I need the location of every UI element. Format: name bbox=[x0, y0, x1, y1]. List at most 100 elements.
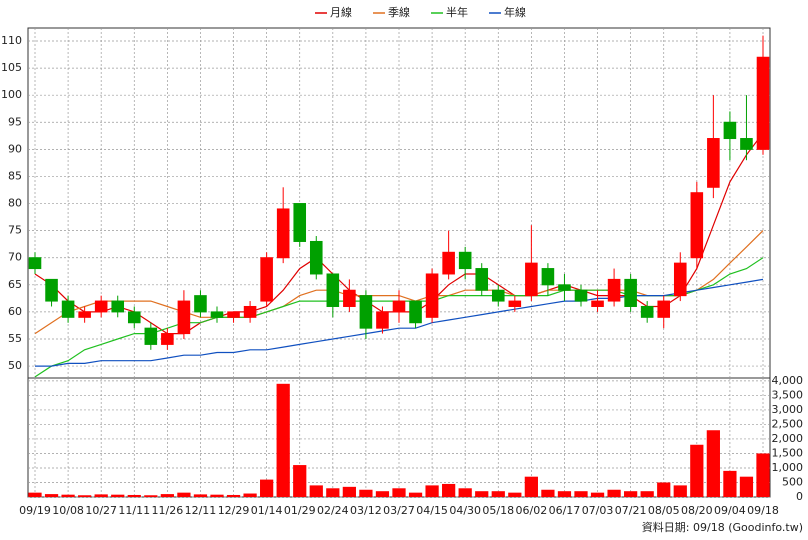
volume-bar bbox=[375, 491, 390, 497]
candle-body bbox=[640, 305, 654, 318]
candle-body bbox=[45, 278, 58, 302]
y-tick-label: 110 bbox=[1, 34, 22, 47]
candle-body bbox=[574, 289, 588, 302]
legend-label: 半年 bbox=[446, 5, 468, 19]
volume-bar bbox=[28, 492, 42, 497]
volume-bar bbox=[640, 491, 654, 497]
x-tick-label: 12/11 bbox=[185, 504, 217, 517]
candle-body bbox=[376, 311, 389, 329]
x-tick-label: 01/29 bbox=[284, 504, 316, 517]
candle-body bbox=[359, 295, 373, 329]
volume-bar bbox=[309, 485, 323, 497]
candle-body bbox=[425, 273, 439, 318]
volume-bar bbox=[177, 492, 191, 497]
y-tick-label: 55 bbox=[8, 332, 22, 345]
y-tick-label: 60 bbox=[8, 305, 22, 318]
volume-bar bbox=[673, 485, 687, 497]
y-tick-label: 90 bbox=[8, 142, 22, 155]
y-tick-label: 65 bbox=[8, 278, 22, 291]
volume-bar bbox=[723, 470, 737, 497]
x-tick-label: 03/12 bbox=[350, 504, 382, 517]
volume-tick-label: 500 bbox=[782, 475, 803, 488]
candle-body bbox=[558, 284, 571, 291]
volume-bar bbox=[657, 482, 671, 497]
volume-bar bbox=[706, 430, 720, 497]
y-tick-label: 95 bbox=[8, 115, 22, 128]
candle-body bbox=[78, 311, 91, 318]
volume-bar bbox=[392, 488, 406, 497]
candle-body bbox=[508, 300, 522, 307]
candle-body bbox=[607, 278, 621, 302]
candle-body bbox=[326, 273, 340, 307]
volume-bar bbox=[260, 479, 274, 497]
volume-bar bbox=[44, 494, 59, 497]
volume-tick-label: 4,000 bbox=[772, 374, 804, 387]
candle-body bbox=[94, 300, 108, 313]
x-tick-label: 07/03 bbox=[582, 504, 614, 517]
x-tick-label: 10/27 bbox=[85, 504, 117, 517]
y-tick-label: 85 bbox=[8, 169, 22, 182]
x-tick-label: 05/18 bbox=[482, 504, 514, 517]
volume-tick-label: 1,500 bbox=[772, 446, 804, 459]
legend-label: 年線 bbox=[504, 5, 526, 19]
x-tick-label: 04/30 bbox=[449, 504, 481, 517]
candle-body bbox=[591, 300, 604, 307]
volume-bar bbox=[276, 383, 290, 497]
x-tick-label: 09/19 bbox=[19, 504, 51, 517]
y-tick-label: 100 bbox=[1, 88, 22, 101]
candle-body bbox=[756, 56, 770, 150]
volume-bar bbox=[326, 488, 340, 497]
x-tick-label: 08/05 bbox=[648, 504, 680, 517]
volume-bar bbox=[508, 492, 522, 497]
candle-body bbox=[409, 300, 422, 324]
candle-body bbox=[28, 257, 42, 270]
volume-bar bbox=[574, 491, 588, 497]
volume-bar bbox=[293, 465, 307, 497]
candle-body bbox=[161, 333, 174, 345]
candle-body bbox=[442, 251, 455, 275]
candle-body bbox=[260, 257, 273, 302]
x-tick-label: 11/11 bbox=[118, 504, 150, 517]
y-tick-label: 80 bbox=[8, 197, 22, 210]
volume-bar bbox=[458, 488, 472, 497]
candle-body bbox=[194, 295, 207, 313]
candle-body bbox=[210, 311, 224, 318]
x-tick-label: 10/08 bbox=[52, 504, 84, 517]
volume-bar bbox=[739, 476, 754, 497]
ma-line bbox=[35, 278, 764, 367]
volume-bar bbox=[78, 495, 92, 497]
candle-body bbox=[475, 268, 489, 291]
legend-label: 月線 bbox=[330, 5, 352, 19]
volume-tick-label: 3,500 bbox=[772, 388, 804, 401]
volume-bar bbox=[491, 491, 505, 497]
candle-body bbox=[392, 300, 406, 313]
volume-bar bbox=[193, 494, 208, 497]
volume-tick-label: 2,500 bbox=[772, 417, 804, 430]
volume-bar bbox=[111, 494, 125, 497]
y-tick-label: 50 bbox=[8, 359, 22, 372]
volume-bar bbox=[442, 483, 456, 497]
candle-body bbox=[673, 262, 687, 297]
candle-body bbox=[657, 300, 671, 318]
volume-bar bbox=[210, 494, 224, 497]
x-tick-label: 06/02 bbox=[516, 504, 548, 517]
candle-body bbox=[541, 268, 555, 286]
volume-bar bbox=[475, 491, 489, 497]
volume-bar bbox=[524, 476, 538, 497]
volume-bar bbox=[557, 491, 572, 497]
volume-bar bbox=[226, 494, 241, 497]
candle-body bbox=[343, 289, 356, 307]
candle-body bbox=[458, 251, 472, 270]
candle-body bbox=[525, 262, 538, 297]
candle-body bbox=[723, 121, 737, 140]
volume-bar bbox=[359, 489, 373, 497]
candle-body bbox=[61, 300, 75, 318]
volume-bar bbox=[94, 494, 108, 497]
candle-body bbox=[127, 311, 141, 324]
y-tick-label: 75 bbox=[8, 224, 22, 237]
candle-body bbox=[690, 192, 704, 259]
x-tick-label: 07/21 bbox=[615, 504, 647, 517]
x-tick-label: 12/29 bbox=[218, 504, 250, 517]
candle-body bbox=[293, 203, 307, 242]
